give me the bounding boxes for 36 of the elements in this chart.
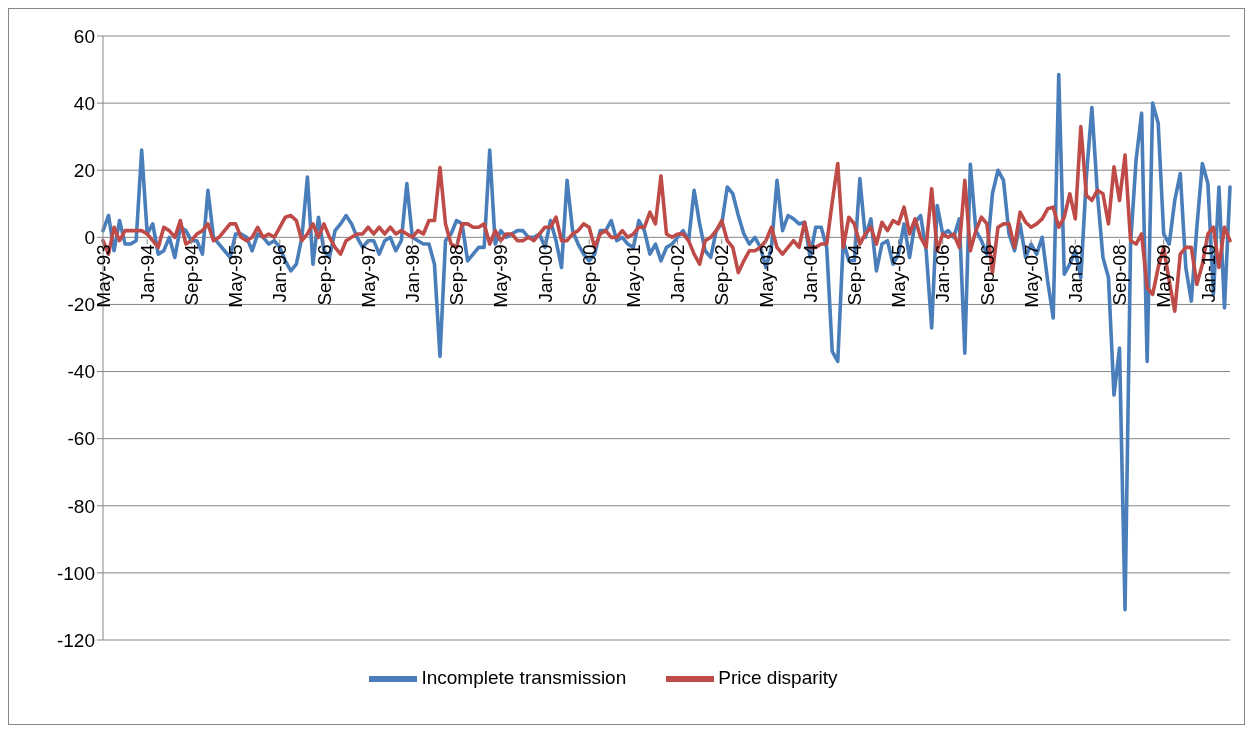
x-tick-label: Jan-94 (136, 243, 158, 303)
x-tick-label: Jan-10 (1197, 244, 1219, 303)
y-tick-label: 40 (73, 92, 95, 114)
x-tick-label: May-97 (357, 244, 379, 308)
y-tick-label: -40 (67, 361, 95, 383)
x-tick-label: Sep-06 (976, 244, 998, 306)
x-tick-label: May-03 (755, 244, 777, 308)
legend-label: Incomplete transmission (421, 667, 627, 689)
y-tick-label: 20 (73, 159, 95, 181)
x-tick-label: Jan-08 (1064, 244, 1086, 303)
x-tick-label: May-01 (623, 244, 644, 308)
y-tick-label: -60 (67, 428, 95, 450)
x-tick-label: Sep-94 (181, 243, 203, 306)
x-tick-label: May-09 (1153, 244, 1175, 308)
y-tick-label: -120 (56, 629, 95, 651)
y-tick-label: -80 (67, 495, 95, 517)
legend-label: Price disparity (718, 667, 838, 689)
y-tick-label: 0 (84, 227, 95, 249)
x-tick-label: Jan-02 (667, 244, 689, 303)
x-tick-label: Sep-00 (578, 244, 600, 306)
x-tick-label: May-07 (1020, 244, 1042, 308)
y-tick-label: 60 (73, 25, 95, 47)
x-tick-label: May-05 (888, 244, 910, 308)
y-tick-label: -100 (56, 562, 95, 584)
x-tick-label: Sep-02 (711, 244, 733, 306)
x-tick-label: May-95 (225, 244, 247, 308)
x-tick-label: May-99 (490, 244, 512, 308)
x-tick-label: Sep-04 (843, 243, 865, 306)
x-tick-label: Sep-08 (1109, 244, 1131, 306)
x-tick-label: Jan-96 (269, 244, 291, 303)
x-tick-label: Jan-98 (402, 244, 424, 303)
x-tick-label: Jan-06 (932, 244, 954, 303)
x-tick-label: Jan-04 (799, 243, 821, 303)
x-tick-label: Jan-00 (534, 244, 556, 303)
x-tick-label: Sep-96 (313, 244, 335, 306)
x-tick-label: Sep-98 (446, 244, 468, 306)
